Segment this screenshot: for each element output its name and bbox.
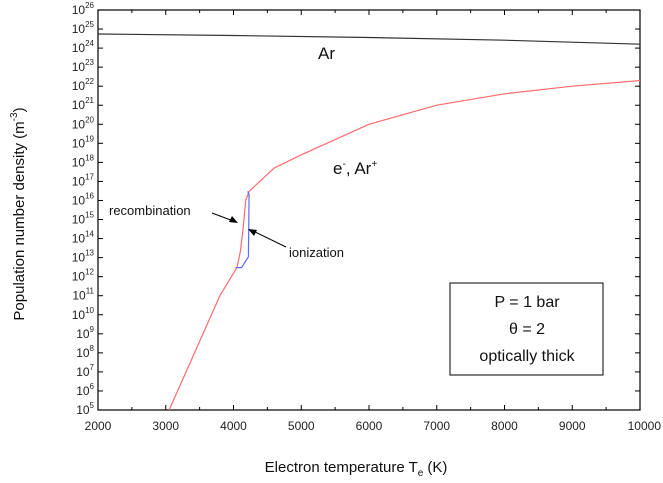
pressure-condition: P = 1 bar	[494, 294, 560, 311]
ionization-label: ionization	[289, 245, 344, 260]
recombination-label: recombination	[109, 203, 191, 218]
ionization-arrow	[250, 229, 287, 248]
electron-ion-series-label: e-, Ar+	[333, 159, 377, 178]
y-tick-label: 1018	[72, 153, 95, 169]
y-tick-label: 1020	[72, 115, 95, 131]
x-tick-label: 7000	[423, 419, 450, 433]
y-tick-label: 1012	[72, 268, 95, 284]
x-axis-title: Electron temperature Te (K)	[265, 459, 448, 479]
ionization-arrowhead	[248, 229, 257, 236]
x-tick-label: 6000	[356, 419, 383, 433]
x-tick-label: 5000	[288, 419, 315, 433]
x-tick-label: 2000	[85, 419, 112, 433]
y-axis-title-sup: -3	[9, 112, 20, 121]
optical-condition: optically thick	[479, 348, 575, 365]
y-tick-label: 1021	[72, 96, 95, 112]
y-tick-label: 1025	[72, 20, 95, 36]
y-axis-ticks: 105 106 107 108 109 1010 1011 1012 1013 1014 1015 1…	[72, 1, 640, 417]
electron-charge-sup: -	[342, 159, 345, 170]
y-tick-label: 109	[76, 325, 94, 341]
y-tick-label: 1017	[72, 172, 95, 188]
y-tick-label: 1024	[72, 39, 95, 55]
y-axis-title: Population number density (m-3)	[9, 107, 28, 320]
y-tick-label: 1015	[72, 211, 95, 227]
y-tick-label: 1013	[72, 249, 95, 265]
y-tick-label: 105	[76, 401, 94, 417]
x-axis-title-unit: (K)	[427, 459, 447, 476]
transition-line	[235, 191, 250, 269]
x-tick-label: 3000	[152, 419, 179, 433]
y-tick-label: 108	[76, 344, 94, 360]
x-axis-title-subscript: e	[418, 468, 424, 479]
x-axis-title-main: Electron temperature T	[265, 459, 418, 476]
y-tick-label: 107	[76, 363, 94, 379]
y-tick-label: 1026	[72, 1, 95, 17]
y-tick-label: 1014	[72, 230, 95, 246]
x-axis-ticks: 2000 3000 4000 5000 6000 7000 8000 9000 10000	[85, 10, 662, 433]
y-tick-label: 1010	[72, 306, 95, 322]
y-tick-label: 1016	[72, 191, 95, 207]
ar-density-line	[97, 33, 641, 45]
recombination-arrowhead	[229, 216, 238, 223]
y-axis-title-end: )	[11, 107, 28, 112]
y-tick-label: 1022	[72, 77, 95, 93]
y-axis-title-main: Population number density (m	[11, 121, 28, 320]
ar-series-label: Ar	[318, 44, 335, 63]
electron-label: e	[333, 159, 342, 178]
y-tick-label: 1023	[72, 58, 95, 74]
electron-ion-density-line	[168, 79, 641, 411]
x-tick-label: 9000	[559, 419, 586, 433]
x-tick-label: 8000	[491, 419, 518, 433]
y-tick-label: 1019	[72, 134, 95, 150]
y-tick-label: 106	[76, 382, 94, 398]
y-tick-label: 1011	[72, 287, 94, 303]
series-layer	[97, 33, 641, 411]
x-tick-label: 4000	[220, 419, 247, 433]
argon-ion-charge-sup: +	[371, 159, 377, 170]
conditions-box	[449, 282, 604, 376]
theta-condition: θ = 2	[509, 321, 545, 338]
x-tick-label: 10000	[628, 419, 662, 433]
argon-ion-label: , Ar	[346, 159, 372, 178]
